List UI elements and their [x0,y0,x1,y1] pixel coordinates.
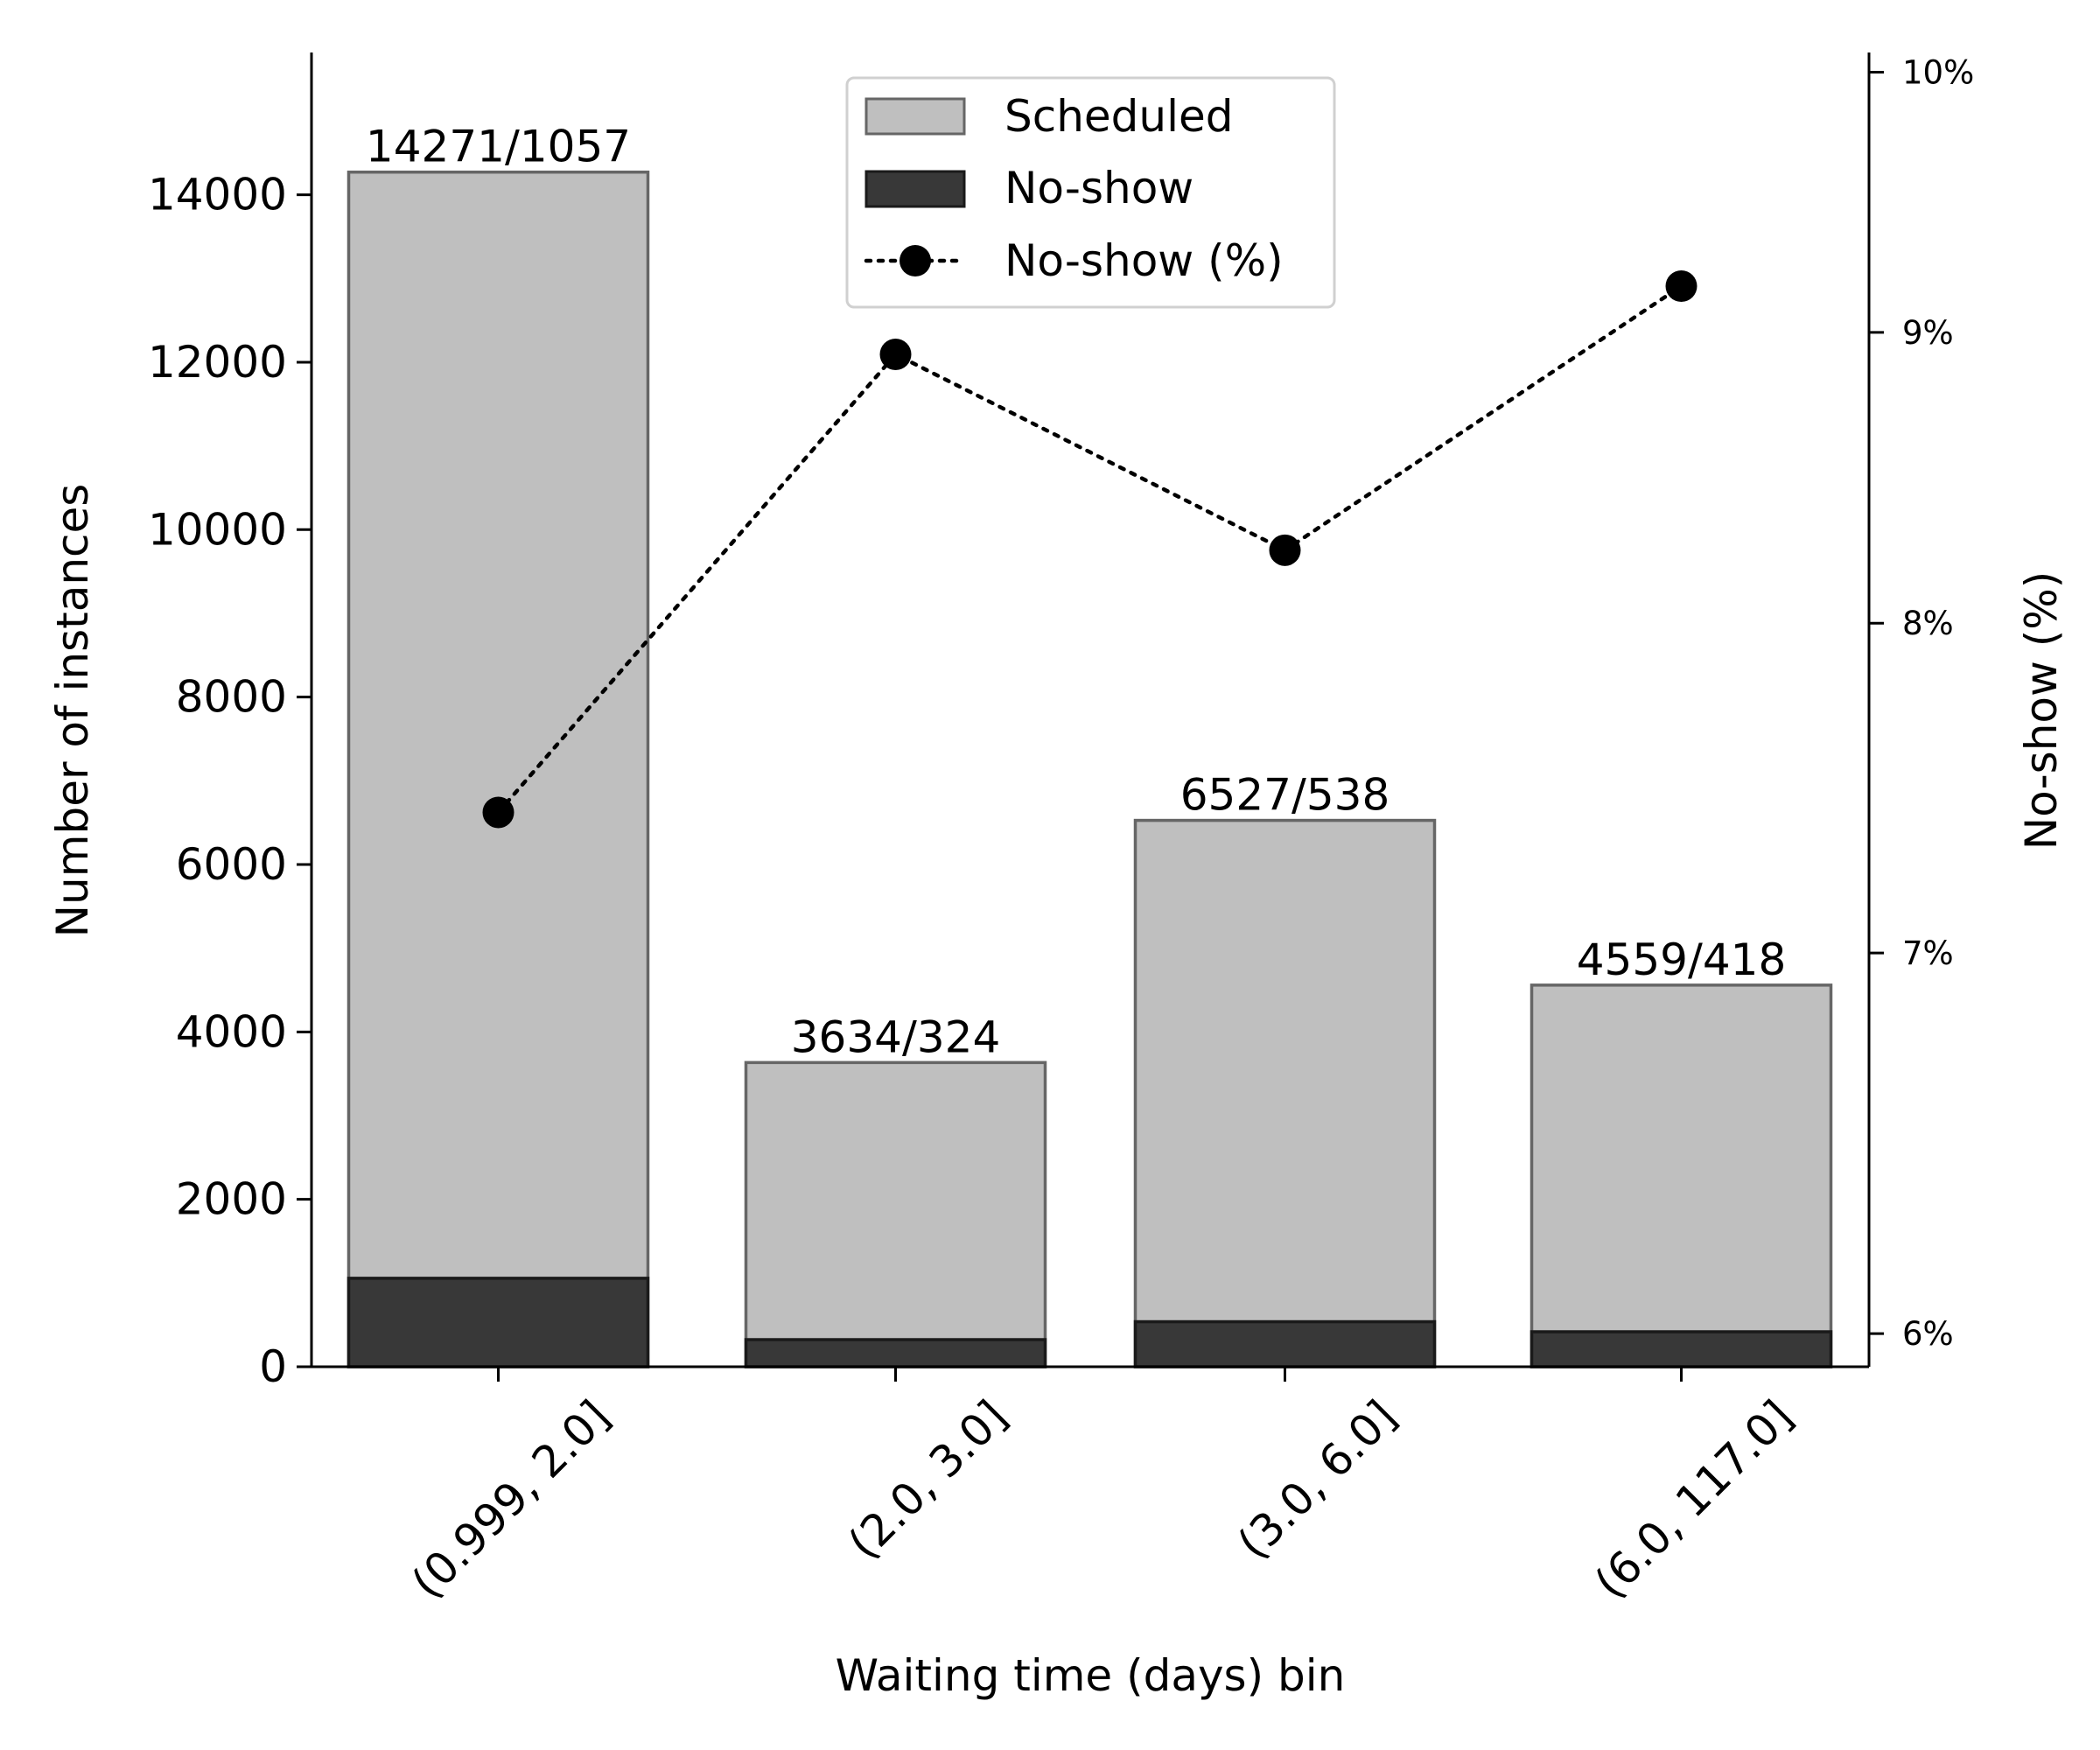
noshow-bar [1133,1320,1437,1368]
scheduled-bar [346,170,650,1368]
left-y-tick-label: 6000 [176,839,287,890]
bar-value-label: 6527/538 [1180,770,1390,821]
x-tick-label: (2.0, 3.0] [838,1390,1017,1569]
legend-label-noshow-percent: No-show (%) [1004,235,1284,286]
left-y-tick-label: 4000 [176,1006,287,1057]
scheduled-bar [744,1060,1047,1368]
right-y-axis-label: No-show (%) [2016,571,2067,850]
x-tick-label: (6.0, 117.0] [1585,1390,1802,1608]
legend-swatch-scheduled [864,97,966,136]
legend-label-scheduled: Scheduled [1004,91,1234,142]
noshow-bar [346,1277,650,1368]
right-y-tick-label: 8% [1902,605,1954,642]
noshow-percent-point [1665,270,1698,303]
legend-swatch-noshow-percent-marker [900,245,931,276]
noshow-percent-line [496,284,1684,815]
legend: Scheduled No-show No-show (%) [845,76,1336,309]
right-y-tick-label: 9% [1902,314,1954,352]
left-y-tick-label: 12000 [148,337,287,388]
x-tick-label: (3.0, 6.0] [1228,1390,1406,1569]
left-y-tick-label: 14000 [148,170,287,220]
left-y-tick-label: 2000 [176,1174,287,1225]
noshow-bar [1530,1330,1833,1368]
left-y-tick-label: 8000 [176,672,287,723]
noshow-bar [744,1338,1047,1368]
noshow-percent-point [482,796,514,829]
right-y-tick-label: 10% [1902,53,1974,91]
bar-value-label: 3634/324 [791,1012,1001,1062]
scheduled-bar [1133,818,1437,1368]
noshow-percent-point [879,339,912,371]
right-y-tick-label: 7% [1902,934,1954,972]
legend-label-noshow: No-show [1004,163,1194,214]
left-y-tick-label: 0 [259,1341,287,1392]
bars-layer: 14271/1057 3634/324 6527/538 4559/418 [346,122,1833,1368]
x-tick-label: (0.999, 2.0] [402,1390,620,1608]
x-axis-label: Waiting time (days) bin [836,1650,1346,1701]
left-y-axis-label: Number of instances [47,484,98,938]
scheduled-bar [1530,984,1833,1368]
legend-swatch-noshow [864,170,966,208]
bar-value-label: 4559/418 [1577,934,1787,985]
left-y-tick-label: 10000 [148,504,287,555]
noshow-percent-line-layer [482,270,1698,829]
bar-value-label: 14271/1057 [366,122,631,172]
noshow-percent-point [1269,534,1301,566]
legend-box [845,76,1336,309]
right-y-tick-label: 6% [1902,1315,1954,1353]
